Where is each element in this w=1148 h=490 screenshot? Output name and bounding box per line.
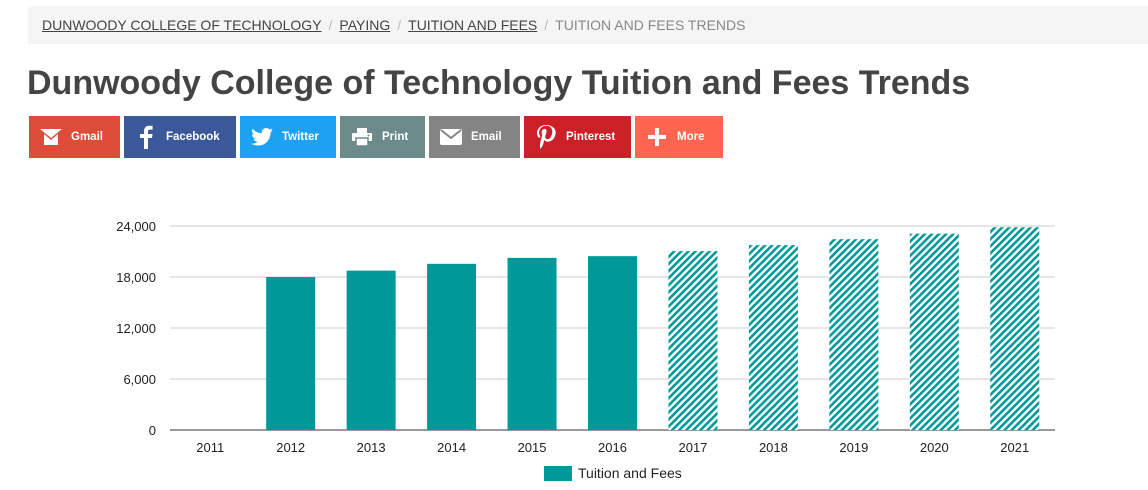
share-facebook-label: Facebook (166, 131, 220, 143)
facebook-icon (134, 125, 158, 149)
x-tick-label: 2013 (357, 440, 386, 455)
x-tick-label: 2020 (920, 440, 949, 455)
print-icon (350, 125, 374, 149)
share-twitter-button[interactable]: Twitter (240, 116, 336, 158)
bar-2017 (668, 251, 718, 430)
y-tick-label: 12,000 (116, 321, 156, 336)
x-tick-label: 2012 (276, 440, 305, 455)
bar-2014 (427, 263, 477, 430)
share-more-button[interactable]: More (635, 116, 723, 158)
bars (266, 227, 1040, 430)
share-facebook-button[interactable]: Facebook (124, 116, 236, 158)
bar-2015 (507, 257, 557, 430)
breadcrumb-separator: / (544, 17, 549, 33)
x-tick-label: 2016 (598, 440, 627, 455)
plus-icon (645, 125, 669, 149)
share-pinterest-label: Pinterest (566, 131, 616, 143)
y-tick-label: 24,000 (116, 219, 156, 234)
x-tick-label: 2019 (839, 440, 868, 455)
x-tick-label: 2015 (518, 440, 547, 455)
bar-2012 (266, 277, 316, 430)
share-twitter-label: Twitter (282, 131, 319, 143)
breadcrumb-separator: / (328, 17, 333, 33)
page-title: Dunwoody College of Technology Tuition a… (27, 64, 971, 102)
x-tick-label: 2017 (678, 440, 707, 455)
legend-swatch (544, 466, 572, 481)
tuition-chart: 0 6,000 12,000 18,000 24,000 2011 2012 2013 201… (0, 160, 1148, 490)
share-pinterest-button[interactable]: Pinterest (524, 116, 631, 158)
share-more-label: More (677, 131, 705, 143)
bar-2019 (829, 239, 879, 430)
bar-2020 (909, 233, 959, 430)
bar-2021 (990, 227, 1040, 430)
y-tick-label: 0 (149, 423, 156, 438)
x-tick-label: 2011 (196, 440, 224, 455)
x-tick-label: 2018 (759, 440, 788, 455)
email-icon (439, 125, 463, 149)
share-email-label: Email (471, 131, 502, 143)
pinterest-icon (534, 125, 558, 149)
breadcrumb-link-paying[interactable]: PAYING (339, 17, 391, 33)
y-tick-label: 18,000 (116, 270, 156, 285)
share-gmail-label: Gmail (71, 131, 103, 143)
breadcrumb-link-tuition[interactable]: TUITION AND FEES (408, 17, 538, 33)
bar-2018 (748, 245, 798, 430)
y-axis-ticks: 0 6,000 12,000 18,000 24,000 (116, 219, 156, 438)
bar-2016 (588, 256, 637, 430)
breadcrumb-current: TUITION AND FEES TRENDS (555, 17, 746, 33)
y-tick-label: 6,000 (123, 372, 156, 387)
legend: Tuition and Fees (544, 465, 682, 481)
breadcrumb: DUNWOODY COLLEGE OF TECHNOLOGY / PAYING … (28, 6, 1148, 44)
breadcrumb-separator: / (397, 17, 402, 33)
bar-2013 (346, 270, 396, 430)
x-axis-ticks: 2011 2012 2013 2014 2015 2016 2017 2018 2019 2020… (196, 440, 1029, 455)
share-gmail-button[interactable]: Gmail (29, 116, 120, 158)
breadcrumb-link-college[interactable]: DUNWOODY COLLEGE OF TECHNOLOGY (42, 17, 322, 33)
x-tick-label: 2021 (1000, 440, 1029, 455)
twitter-icon (250, 125, 274, 149)
gmail-icon (39, 125, 63, 149)
share-print-label: Print (382, 131, 409, 143)
share-print-button[interactable]: Print (340, 116, 425, 158)
legend-label: Tuition and Fees (578, 465, 682, 481)
x-tick-label: 2014 (437, 440, 466, 455)
share-email-button[interactable]: Email (429, 116, 520, 158)
